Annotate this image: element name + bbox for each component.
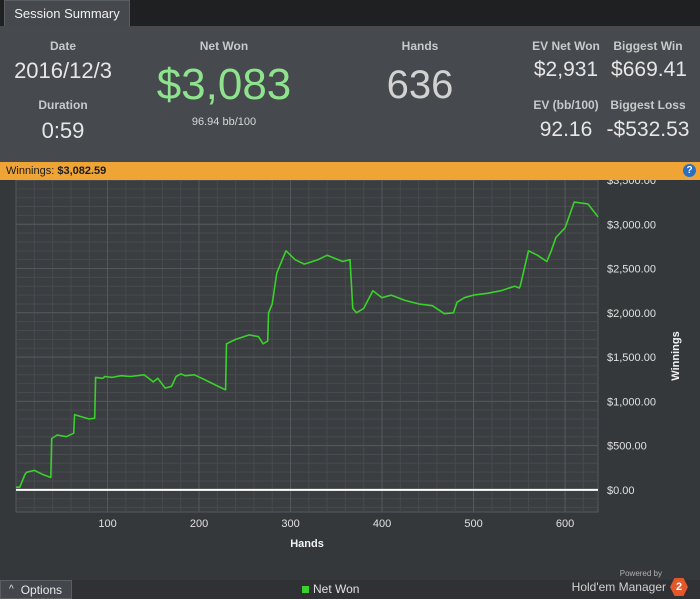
ev-net-won-value: $2,931 [533,58,599,81]
legend-swatch [302,585,309,593]
x-tick-label: 600 [556,518,574,530]
legend-label: Net Won [313,582,360,596]
y-tick-label: $2,500.00 [607,264,656,276]
duration-value: 0:59 [41,118,85,143]
biggest-win-label: Biggest Win [613,39,683,53]
biggest-win-value: $669.41 [611,58,687,81]
date-value: 2016/12/3 [14,58,112,83]
net-won-value: $3,083 [156,60,292,109]
session-summary-panel: Date 2016/12/3 Duration 0:59 Net Won $3,… [0,26,700,162]
options-label: Options [20,582,63,597]
y-tick-label: $3,500.00 [607,180,656,187]
ev-bb100-label: EV (bb/100) [533,98,599,112]
y-tick-label: $0.00 [607,485,635,497]
biggest-loss-label: Biggest Loss [610,98,686,112]
ev-net-won-label: EV Net Won [532,39,600,53]
hands-label: Hands [401,39,439,53]
chart-svg: 100 200 300 400 500 600 $0.00 $500.00 $1,000.00 $… [15,175,682,550]
winnings-value: $3,082.59 [57,165,107,177]
options-button[interactable]: ^ Options [0,580,72,599]
tab-label: Session Summary [14,6,120,21]
tab-bar: Session Summary [0,0,700,26]
net-won-label: Net Won [199,39,249,53]
y-tick-label: $500.00 [607,441,647,453]
duration-label: Duration [38,98,88,112]
winnings-label: Winnings: [6,165,58,177]
chevron-up-icon: ^ [9,584,14,595]
chart-legend: Net Won [302,582,359,596]
y-tick-label: $2,000.00 [607,308,656,320]
winnings-chart: 100 200 300 400 500 600 $0.00 $500.00 $1,000.00 $… [0,175,700,580]
y-tick-label: $3,000.00 [607,219,656,231]
series-line-net-won [16,201,599,488]
x-axis-title: Hands [290,538,324,550]
x-tick-label: 500 [464,518,482,530]
x-tick-label: 400 [373,518,391,530]
help-icon[interactable]: ? [683,164,696,177]
net-won-bb100: 96.94 bb/100 [191,116,257,128]
x-tick-label: 200 [190,518,208,530]
date-label: Date [49,39,76,53]
x-tick-label: 300 [281,518,299,530]
y-tick-label: $1,500.00 [607,352,656,364]
biggest-loss-value: -$532.53 [606,118,690,141]
winnings-bar: Winnings: $3,082.59 ? [0,162,700,180]
y-axis-title: Winnings [670,331,682,380]
ev-bb100-value: 92.16 [539,118,593,141]
hm2-logo-icon: 2 [670,578,688,596]
brand-logo: Powered by Hold'em Manager 2 [572,569,688,596]
footer: ^ Options Net Won Powered by Hold'em Man… [0,569,700,599]
x-tick-label: 100 [98,518,116,530]
powered-by: Powered by [619,569,662,578]
y-tick-label: $1,000.00 [607,396,656,408]
brand-name: Hold'em Manager [571,580,666,594]
winnings-text: Winnings: $3,082.59 [6,165,106,177]
plot-area [15,179,599,513]
tab-session-summary[interactable]: Session Summary [4,0,130,26]
hands-value: 636 [386,63,454,107]
